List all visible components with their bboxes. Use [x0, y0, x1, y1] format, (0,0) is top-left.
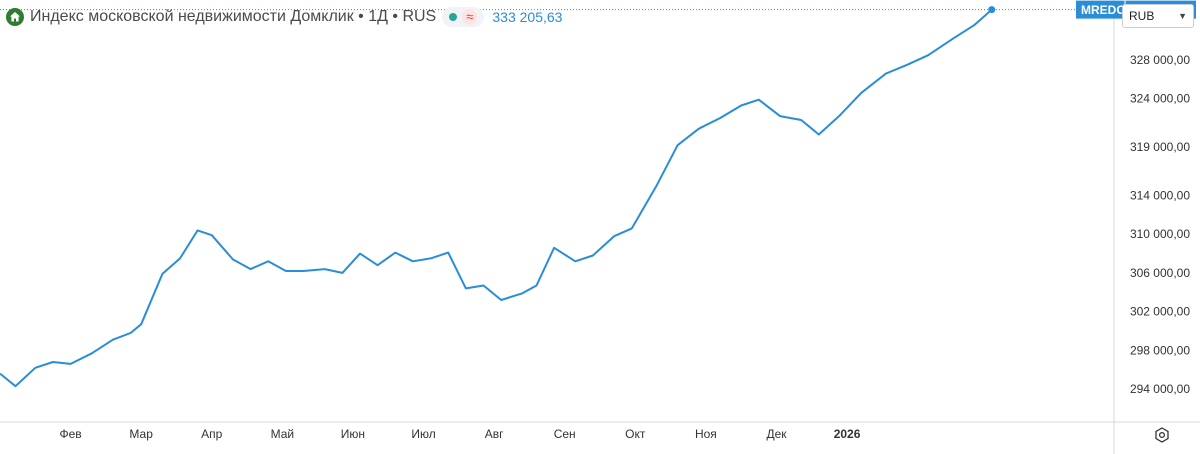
x-tick-label: 2026 — [834, 427, 861, 441]
chevron-down-icon: ▼ — [1178, 11, 1187, 21]
gear-icon — [1155, 427, 1169, 443]
currency-select[interactable]: RUB ▼ — [1122, 4, 1194, 28]
home-button[interactable] — [6, 8, 24, 26]
currency-selected: RUB — [1129, 9, 1155, 23]
status-pill[interactable]: ≈ — [442, 7, 485, 27]
last-point-marker — [988, 6, 996, 14]
x-tick-label: Июн — [341, 427, 365, 441]
axis-settings-button[interactable] — [1151, 424, 1173, 446]
x-tick-label: Авг — [485, 427, 504, 441]
approx-icon: ≈ — [462, 9, 478, 25]
series-line — [0, 8, 993, 388]
x-tick-label: Июл — [411, 427, 435, 441]
x-tick-label: Ноя — [695, 427, 717, 441]
x-tick-label: Дек — [766, 427, 787, 441]
x-tick-label: Май — [271, 427, 295, 441]
price-label-symbol: MREDC — [1081, 3, 1125, 17]
x-tick-label: Мар — [129, 427, 153, 441]
y-tick-label: 314 000,00 — [1130, 189, 1190, 203]
y-tick-label: 294 000,00 — [1130, 382, 1190, 396]
y-tick-label: 306 000,00 — [1130, 266, 1190, 280]
y-tick-label: 310 000,00 — [1130, 227, 1190, 241]
x-tick-label: Фев — [60, 427, 82, 441]
market-status-dot-icon — [449, 13, 458, 21]
last-value: 333 205,63 — [492, 9, 563, 25]
home-icon — [10, 12, 20, 22]
y-tick-label: 298 000,00 — [1130, 343, 1190, 357]
chart-header: Индекс московской недвижимости Домклик •… — [6, 6, 562, 28]
y-tick-label: 328 000,00 — [1130, 53, 1190, 67]
x-tick-label: Сен — [554, 427, 576, 441]
chart-title: Индекс московской недвижимости Домклик •… — [30, 8, 437, 25]
x-tick-label: Окт — [625, 427, 646, 441]
y-tick-label: 319 000,00 — [1130, 140, 1190, 154]
y-tick-label: 324 000,00 — [1130, 92, 1190, 106]
y-tick-label: 302 000,00 — [1130, 305, 1190, 319]
x-tick-label: Апр — [201, 427, 223, 441]
